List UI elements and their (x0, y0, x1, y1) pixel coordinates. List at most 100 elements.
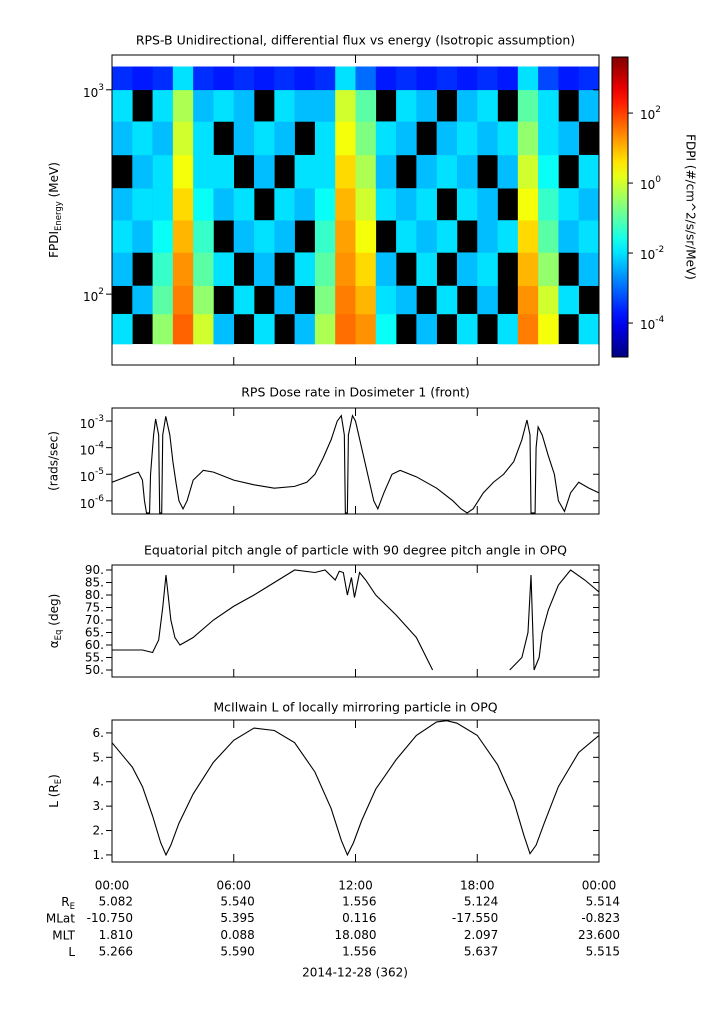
colorbar (612, 57, 628, 357)
ephemeris-value: 1.556 (342, 945, 376, 959)
ephemeris-value: 5.515 (586, 945, 620, 959)
heatmap-cell (396, 285, 417, 315)
heatmap-cell (517, 220, 539, 253)
heatmap-cell (578, 89, 600, 122)
y-tick-label-exp: -6 (95, 493, 104, 503)
heatmap-cell (172, 121, 194, 156)
heatmap-cell (335, 66, 356, 91)
y-axis-label-after: ) (47, 774, 61, 779)
y-tick-label: 50. (85, 663, 104, 677)
heatmap-cell (456, 154, 478, 189)
heatmap-cell (456, 89, 478, 122)
y-tick-label: 10-6 (80, 493, 105, 510)
heatmap-cell (274, 285, 295, 315)
colorbar-tick-label-exp: -2 (655, 245, 664, 255)
y-tick-label: 10-5 (80, 467, 104, 484)
heatmap-cell (314, 66, 336, 91)
heatmap-cell (152, 154, 174, 189)
heatmap-cell (213, 252, 235, 286)
heatmap-cell (578, 252, 600, 286)
colorbar-label: FDPI (#/cm^2/s/sr/MeV) (684, 134, 698, 280)
heatmap-cell (517, 188, 539, 221)
ephemeris-value: -0.823 (581, 911, 620, 925)
heatmap-cell (254, 66, 275, 91)
ephemeris-row-label: MLT (52, 928, 75, 942)
heatmap-cell (436, 285, 458, 315)
heatmap-cell (193, 121, 214, 156)
ephemeris-value: 0.116 (342, 911, 376, 925)
ephemeris-value: 0.088 (220, 928, 254, 942)
heatmap-cell (517, 66, 539, 91)
colorbar-tick-label-base: 10 (640, 178, 655, 192)
y-tick-label: 10-3 (80, 414, 104, 431)
heatmap-cell (314, 188, 336, 221)
y-axis-label: αEq (deg) (47, 594, 64, 649)
y-tick-label-base: 5. (93, 750, 104, 764)
ephemeris-value: 2.097 (464, 928, 498, 942)
y-tick-label: 60. (85, 638, 104, 652)
heatmap-cell (132, 220, 153, 253)
heatmap-cell (193, 252, 214, 286)
y-axis-label: L (RE) (47, 774, 64, 808)
heatmap-cell (294, 66, 316, 91)
heatmap-cell (396, 89, 417, 122)
heatmap-cell (497, 66, 519, 91)
heatmap-cell (578, 313, 600, 345)
heatmap-cell (396, 188, 417, 221)
heatmap-cell (314, 252, 336, 286)
heatmap-cell (274, 66, 295, 91)
heatmap-cell (274, 220, 295, 253)
y-tick-label-base: 65. (85, 625, 104, 639)
y-tick-label-base: 60. (85, 638, 104, 652)
heatmap-cell (538, 154, 559, 189)
x-tick-label: 00:00 (95, 879, 130, 893)
heatmap-cell (254, 121, 275, 156)
y-tick-label-exp: -5 (95, 467, 104, 477)
y-tick-label-exp: -4 (95, 440, 104, 450)
heatmap-cell (375, 121, 397, 156)
heatmap-cell (416, 66, 437, 91)
colorbar-tick-label-exp: 0 (655, 175, 661, 185)
heatmap-cell (517, 285, 539, 315)
heatmap-cell (152, 313, 174, 345)
heatmap-cell (355, 220, 377, 253)
heatmap-cell (233, 89, 255, 122)
y-tick-label: 5. (93, 750, 104, 764)
heatmap-cell (335, 285, 356, 315)
heatmap-cell (477, 220, 498, 253)
heatmap-cell (375, 188, 397, 221)
ephemeris-value: 5.266 (99, 945, 133, 959)
y-axis-label: FPDIEnergy (MeV) (47, 162, 64, 258)
ephemeris-row-label: L (68, 945, 75, 959)
heatmap-cell (416, 252, 437, 286)
heatmap-cell (517, 89, 539, 122)
y-axis-label-main: α (47, 640, 61, 648)
heatmap-cell (456, 252, 478, 286)
heatmap-cell (233, 220, 255, 253)
data-line (112, 414, 599, 514)
heatmap-cell (172, 285, 194, 315)
heatmap-cell (355, 89, 377, 122)
ephemeris-value: 5.124 (464, 895, 498, 909)
heatmap-cell (416, 220, 437, 253)
heatmap-cell (355, 252, 377, 286)
heatmap-cell (193, 66, 214, 91)
x-tick-label: 06:00 (216, 879, 251, 893)
colorbar-tick-label-base: 10 (640, 248, 655, 262)
heatmap-cell (538, 121, 559, 156)
y-axis-label-sub: E (54, 779, 64, 784)
y-tick-label-base: 75. (85, 600, 104, 614)
y-axis-label-sub: Energy (54, 201, 64, 231)
y-tick-label: 1. (93, 847, 104, 861)
y-axis-label-sub: Eq (54, 630, 64, 641)
y-tick-label-base: 50. (85, 663, 104, 677)
heatmap-cell (233, 188, 255, 221)
heatmap-cell (497, 154, 519, 189)
heatmap-cell (254, 154, 275, 189)
heatmap-cell (375, 313, 397, 345)
colorbar-tick-label: 102 (640, 105, 661, 122)
heatmap-cell (517, 121, 539, 156)
heatmap-cell (233, 66, 255, 91)
heatmap-cell (396, 220, 417, 253)
